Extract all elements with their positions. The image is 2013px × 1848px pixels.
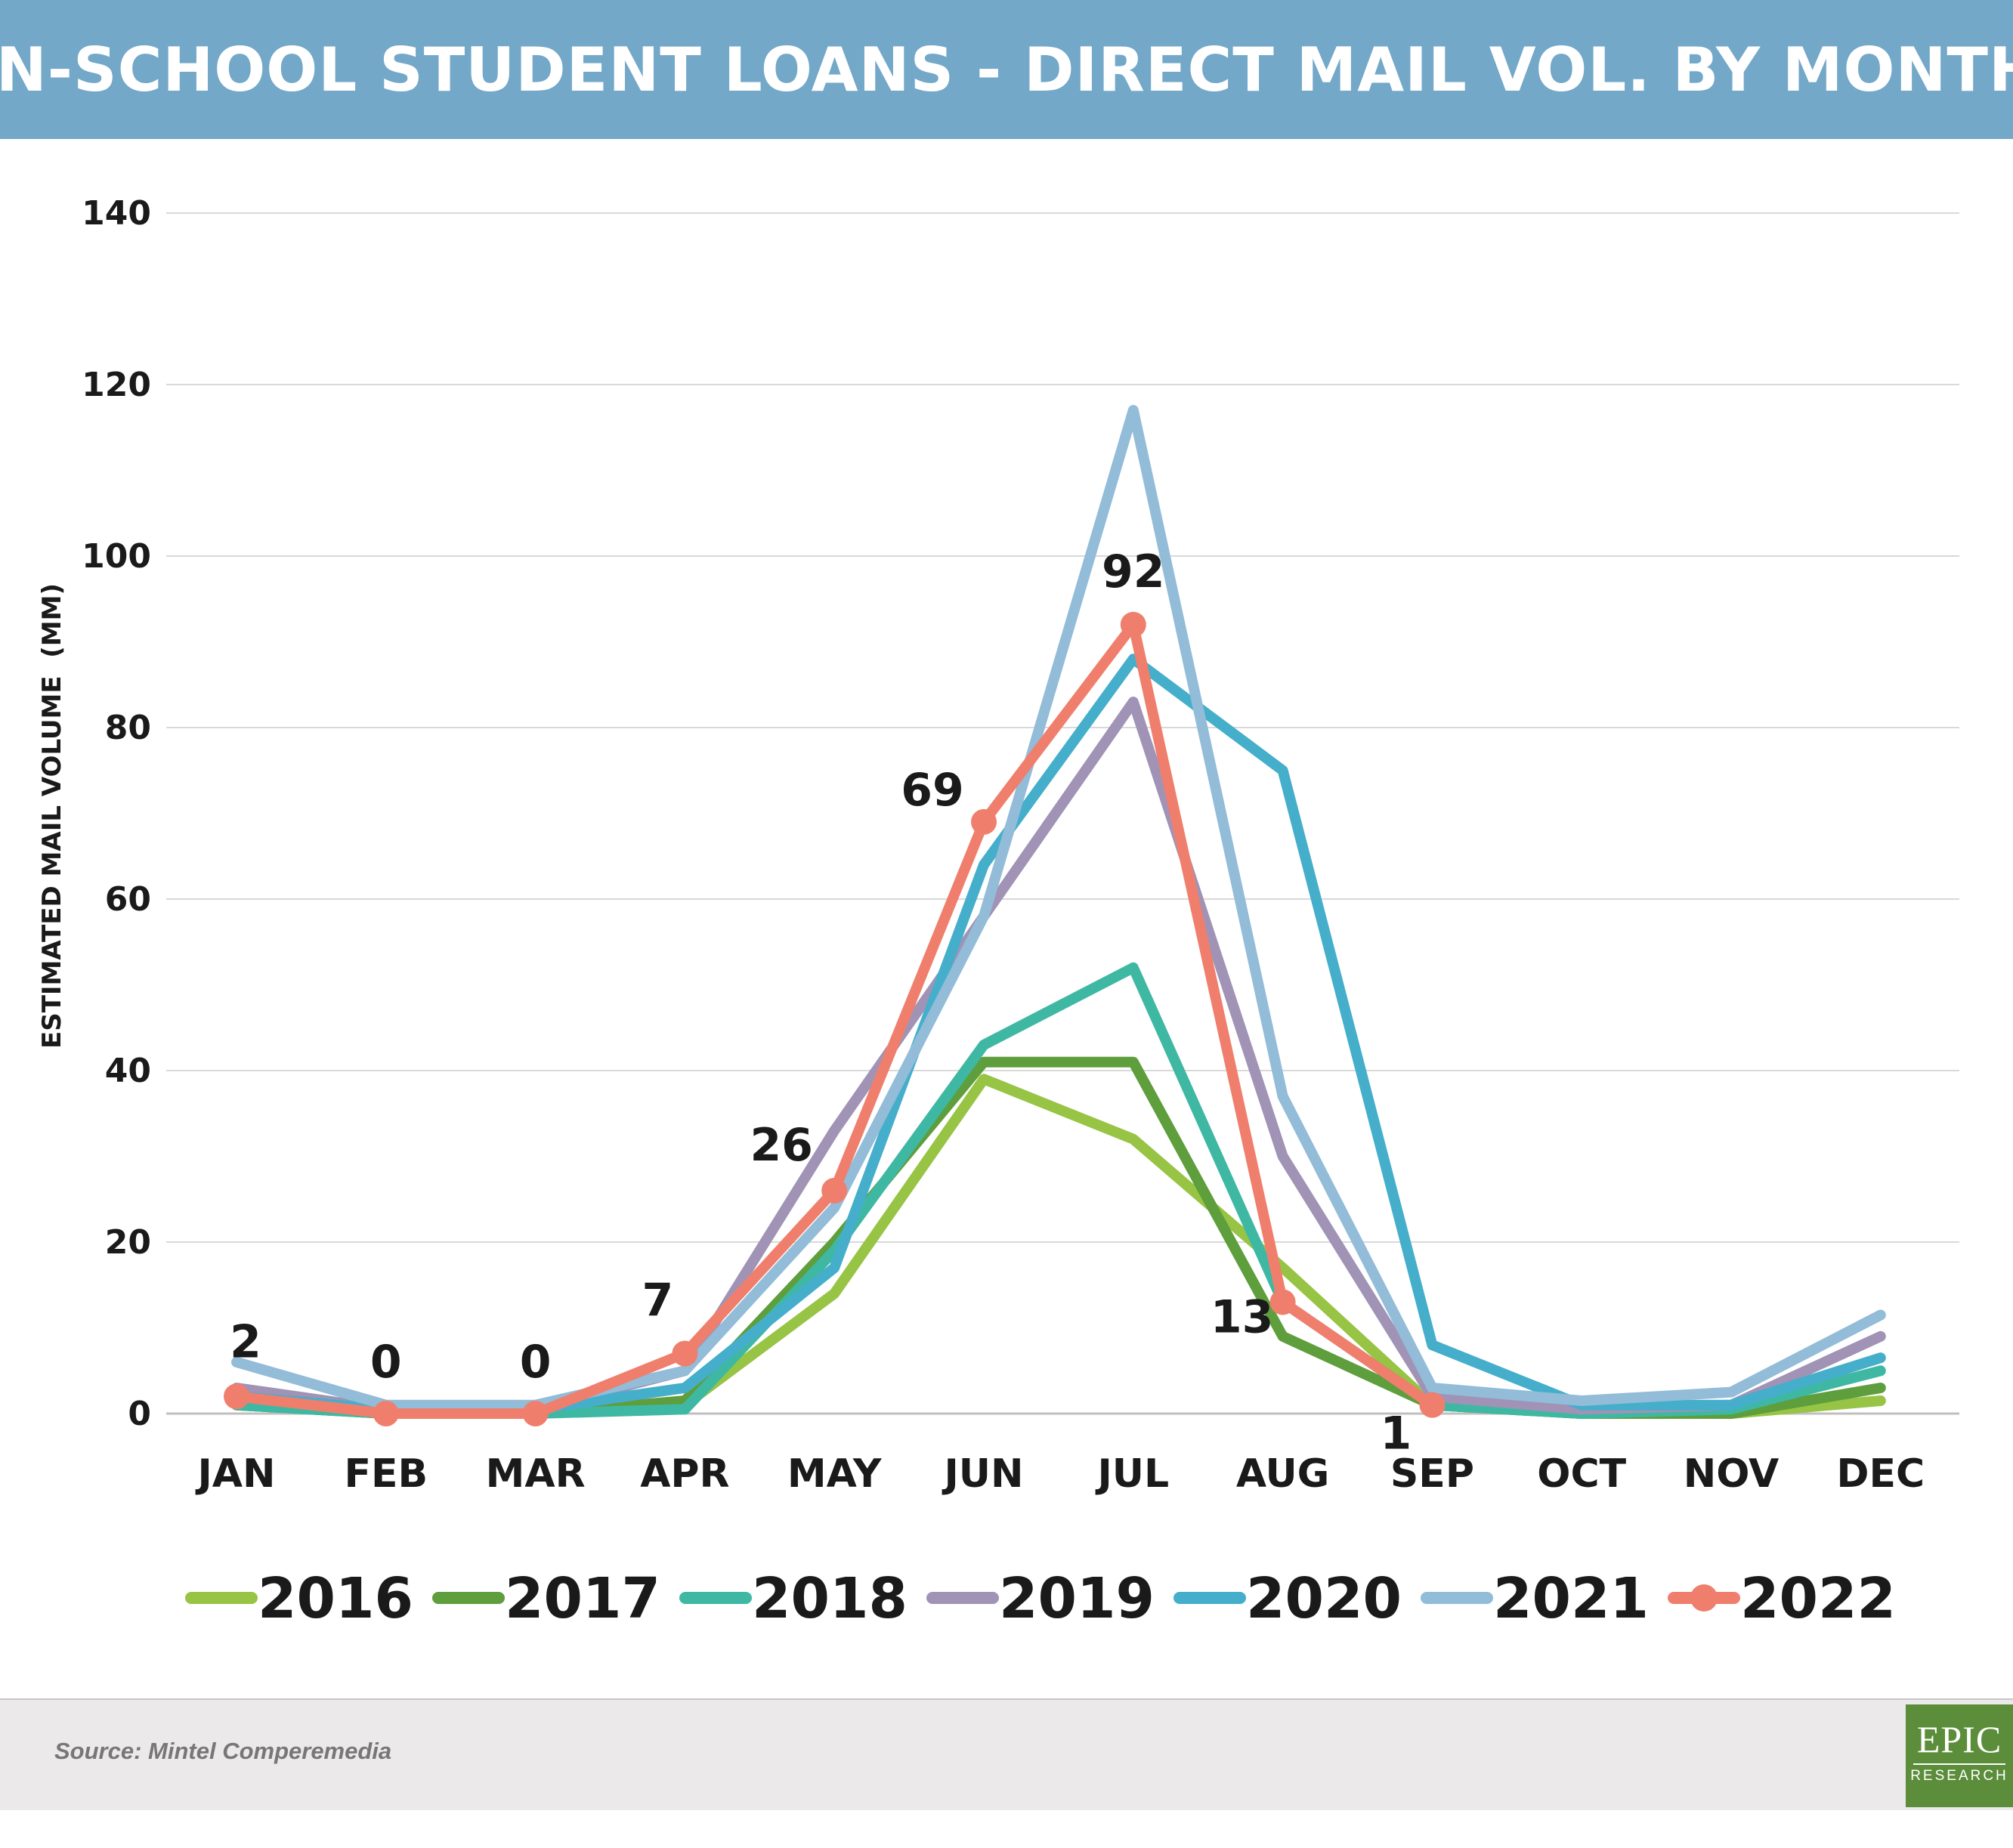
series-point-2022 (1269, 1289, 1296, 1315)
data-label: 1 (1381, 1408, 1412, 1460)
legend-label-2020: 2020 (1246, 1566, 1402, 1631)
series-point-2022 (971, 808, 997, 835)
x-tick-label: MAR (486, 1451, 586, 1497)
epic-research-logo: EPIC RESEARCH (1906, 1704, 2013, 1807)
y-tick-label: 80 (105, 709, 151, 747)
data-label: 69 (901, 764, 964, 817)
legend-label-2019: 2019 (999, 1566, 1155, 1631)
legend-label-2021: 2021 (1493, 1566, 1649, 1631)
legend-label-2016: 2016 (258, 1566, 413, 1631)
x-tick-label: JUL (1095, 1451, 1169, 1497)
chart-title: IN-SCHOOL STUDENT LOANS - DIRECT MAIL VO… (0, 34, 2013, 105)
legend-marker-2022 (1690, 1584, 1718, 1612)
y-tick-label: 0 (128, 1395, 151, 1433)
x-tick-label: FEB (344, 1451, 428, 1497)
footer: Source: Mintel Comperemedia (0, 1698, 2013, 1810)
series-point-2022 (373, 1401, 399, 1426)
data-label: 0 (370, 1336, 402, 1389)
series-line-2019 (231, 697, 1886, 1415)
data-label: 2 (230, 1315, 261, 1368)
series-point-2022 (672, 1340, 698, 1367)
legend-label-2018: 2018 (752, 1566, 908, 1631)
series-line-2020 (231, 654, 1886, 1415)
series-point-2022 (1120, 611, 1146, 638)
y-tick-label: 120 (82, 366, 151, 404)
y-axis-title: ESTIMATED MAIL VOLUME (MM) (37, 583, 67, 1049)
y-tick-label: 140 (82, 194, 151, 233)
x-tick-label: NOV (1684, 1451, 1780, 1497)
data-label: 92 (1102, 545, 1165, 598)
data-label: 13 (1211, 1290, 1274, 1343)
series-line-2021 (231, 405, 1886, 1411)
series-line-2018 (231, 962, 1886, 1419)
series-point-2022 (1419, 1392, 1446, 1418)
legend-label-2017: 2017 (505, 1566, 660, 1631)
x-tick-label: SEP (1390, 1451, 1474, 1497)
y-tick-label: 60 (105, 880, 151, 919)
logo-sub-text: RESEARCH (1910, 1768, 2008, 1784)
y-tick-label: 100 (82, 537, 151, 576)
x-tick-label: AUG (1236, 1451, 1330, 1497)
x-tick-label: JAN (195, 1451, 275, 1497)
logo-main-text: EPIC (1916, 1718, 2002, 1760)
series-point-2022 (224, 1383, 249, 1410)
x-tick-label: MAY (787, 1451, 883, 1497)
data-label: 0 (520, 1336, 552, 1389)
x-tick-label: APR (640, 1451, 729, 1497)
legend-label-2022: 2022 (1740, 1566, 1896, 1631)
x-tick-label: OCT (1537, 1451, 1626, 1497)
y-tick-label: 40 (105, 1052, 151, 1090)
source-note: Source: Mintel Comperemedia (54, 1738, 392, 1764)
x-tick-label: JUN (942, 1451, 1023, 1497)
title-banner: IN-SCHOOL STUDENT LOANS - DIRECT MAIL VO… (0, 0, 2013, 139)
series-point-2022 (522, 1401, 549, 1426)
logo-divider (1913, 1763, 2005, 1765)
y-tick-label: 20 (105, 1223, 151, 1262)
series-point-2022 (821, 1177, 848, 1204)
data-label: 26 (750, 1119, 813, 1172)
x-tick-label: DEC (1836, 1451, 1925, 1497)
series-line-2016 (231, 1074, 1886, 1419)
data-label: 7 (642, 1275, 674, 1327)
